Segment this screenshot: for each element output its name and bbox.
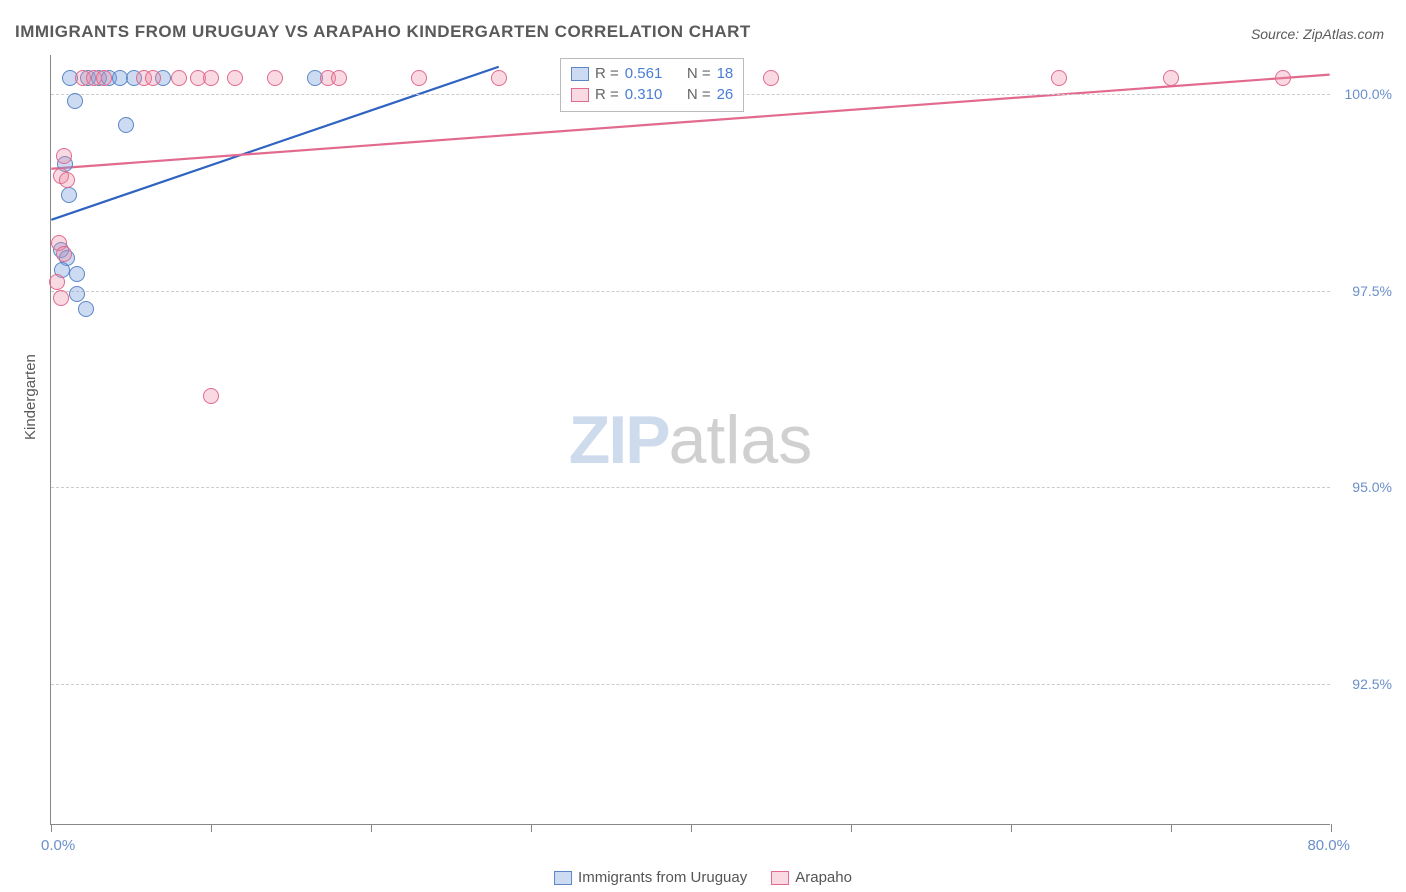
data-point	[203, 70, 219, 86]
y-tick-label: 92.5%	[1352, 676, 1392, 692]
y-tick-label: 100.0%	[1345, 86, 1392, 102]
data-point	[67, 93, 83, 109]
data-point	[1051, 70, 1067, 86]
legend-item: Arapaho	[771, 869, 852, 886]
data-point	[145, 70, 161, 86]
data-point	[331, 70, 347, 86]
data-point	[56, 246, 72, 262]
legend-swatch	[571, 67, 589, 81]
gridline-h	[51, 291, 1330, 292]
x-tick	[851, 824, 852, 832]
gridline-h	[51, 684, 1330, 685]
data-point	[411, 70, 427, 86]
legend-stats-row: R = 0.561 N = 18	[571, 63, 733, 84]
legend-label: Arapaho	[795, 869, 852, 886]
data-point	[69, 286, 85, 302]
x-tick	[531, 824, 532, 832]
legend-label: Immigrants from Uruguay	[578, 869, 747, 886]
x-tick	[211, 824, 212, 832]
data-point	[118, 117, 134, 133]
data-point	[491, 70, 507, 86]
chart-plot-area: ZIPatlas 100.0%97.5%95.0%92.5%0.0%80.0%	[50, 55, 1330, 825]
legend-swatch	[554, 871, 572, 885]
legend-n-label: N =	[687, 65, 711, 82]
legend-r-label: R =	[595, 86, 619, 103]
data-point	[96, 70, 112, 86]
gridline-h	[51, 487, 1330, 488]
x-axis-label-max: 80.0%	[1307, 837, 1350, 854]
chart-title: IMMIGRANTS FROM URUGUAY VS ARAPAHO KINDE…	[15, 22, 751, 42]
x-tick	[371, 824, 372, 832]
watermark: ZIPatlas	[569, 401, 812, 479]
data-point	[1163, 70, 1179, 86]
legend-bottom: Immigrants from Uruguay Arapaho	[554, 869, 852, 886]
x-tick	[1331, 824, 1332, 832]
watermark-atlas: atlas	[669, 402, 813, 478]
watermark-zip: ZIP	[569, 402, 669, 478]
data-point	[61, 187, 77, 203]
data-point	[267, 70, 283, 86]
trend-lines-layer	[51, 55, 1330, 824]
x-tick	[1011, 824, 1012, 832]
data-point	[69, 266, 85, 282]
data-point	[53, 290, 69, 306]
x-axis-label-min: 0.0%	[41, 837, 75, 854]
y-tick-label: 97.5%	[1352, 283, 1392, 299]
data-point	[763, 70, 779, 86]
y-axis-label: Kindergarten	[22, 354, 39, 440]
legend-n-value: 26	[717, 86, 734, 103]
legend-r-label: R =	[595, 65, 619, 82]
data-point	[78, 301, 94, 317]
trend-line	[51, 67, 498, 220]
x-tick	[691, 824, 692, 832]
legend-item: Immigrants from Uruguay	[554, 869, 747, 886]
x-tick	[1171, 824, 1172, 832]
legend-n-value: 18	[717, 65, 734, 82]
legend-r-value: 0.561	[625, 65, 663, 82]
data-point	[1275, 70, 1291, 86]
data-point	[49, 274, 65, 290]
legend-stats-row: R = 0.310 N = 26	[571, 84, 733, 105]
legend-swatch	[771, 871, 789, 885]
data-point	[171, 70, 187, 86]
x-tick	[51, 824, 52, 832]
y-tick-label: 95.0%	[1352, 479, 1392, 495]
data-point	[59, 172, 75, 188]
legend-n-label: N =	[687, 86, 711, 103]
legend-stats-box: R = 0.561 N = 18 R = 0.310 N = 26	[560, 58, 744, 112]
legend-r-value: 0.310	[625, 86, 663, 103]
data-point	[203, 388, 219, 404]
data-point	[227, 70, 243, 86]
legend-swatch	[571, 88, 589, 102]
data-point	[56, 148, 72, 164]
source-attribution: Source: ZipAtlas.com	[1251, 26, 1384, 42]
